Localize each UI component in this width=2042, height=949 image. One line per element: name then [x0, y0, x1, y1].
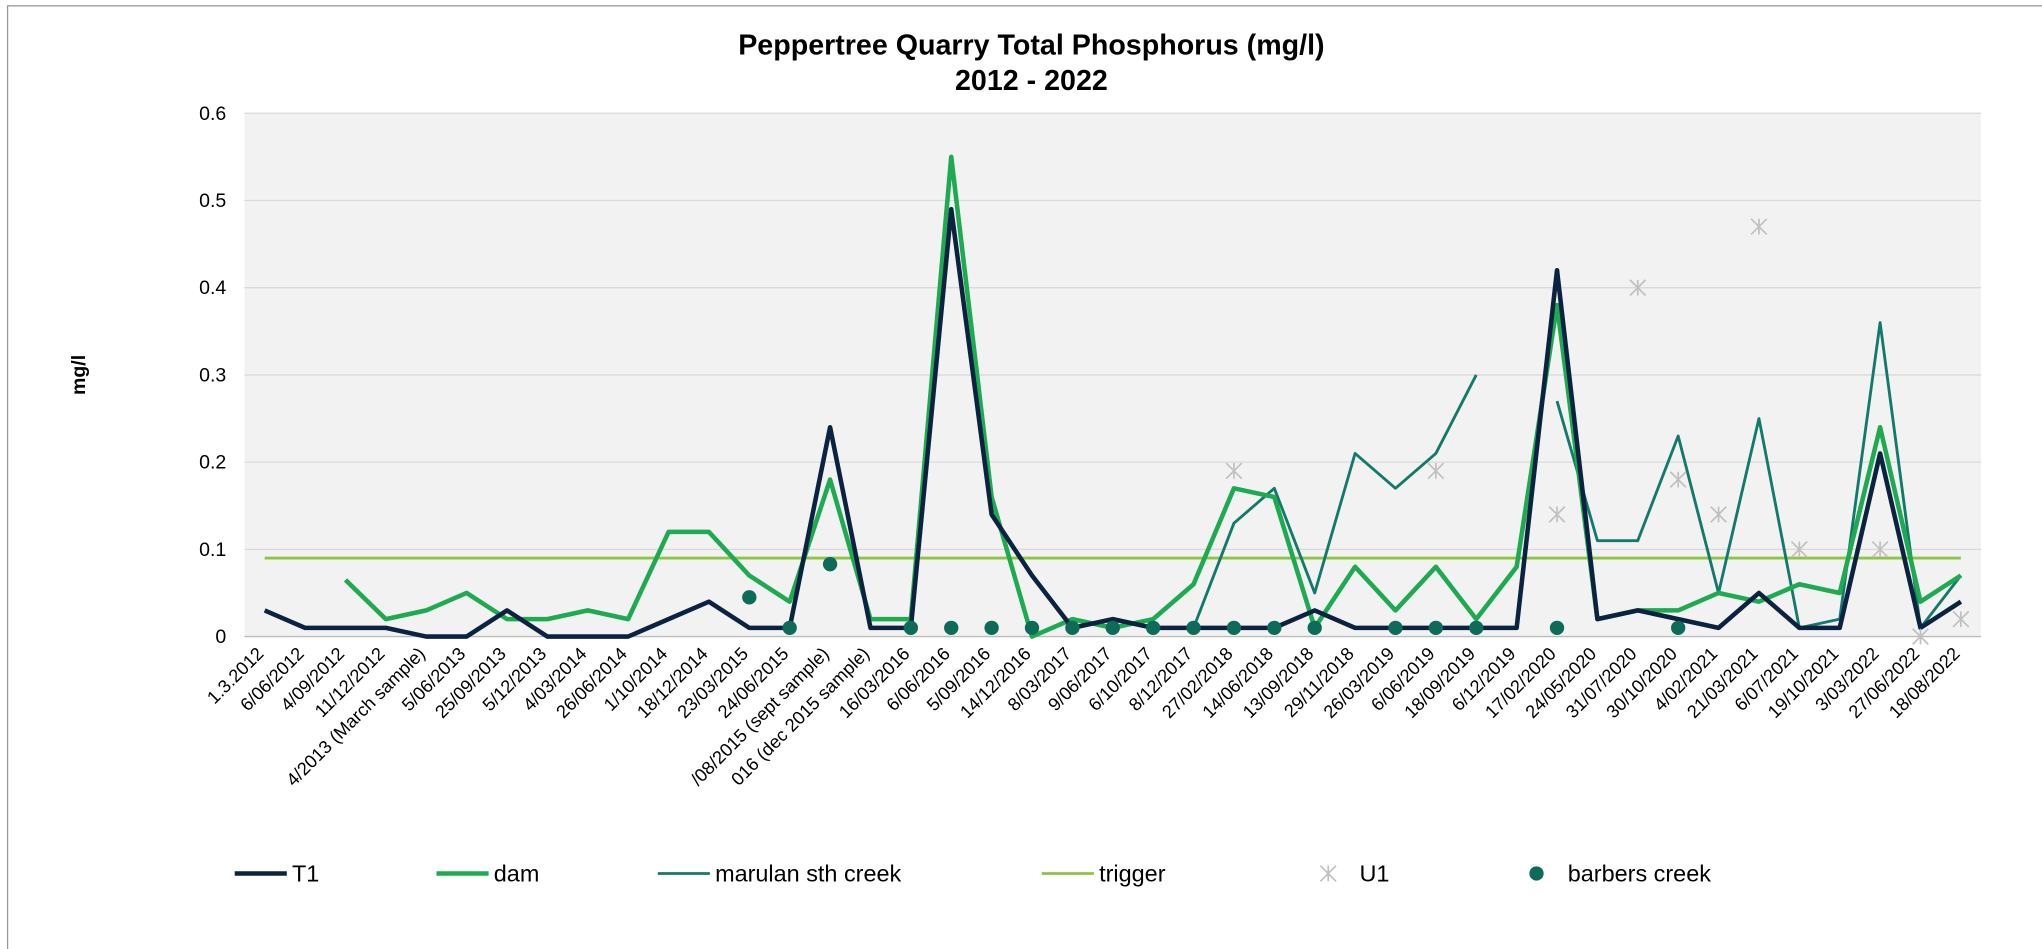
marker [1427, 462, 1445, 480]
legend-label: barbers creek [1568, 860, 1711, 886]
marker [1146, 620, 1161, 636]
marker [782, 620, 797, 636]
marker [1671, 620, 1686, 636]
x-labels: 1.3.20126/06/20124/09/201211/12/20124/20… [203, 643, 1963, 790]
marker [984, 620, 999, 636]
marker [1750, 218, 1768, 236]
marker [822, 557, 838, 572]
chart-subtitle: 2012 - 2022 [955, 65, 1108, 97]
marker [1105, 620, 1120, 636]
marker [1388, 620, 1403, 636]
marker [1912, 628, 1929, 645]
y-tick-label: 0.5 [199, 190, 226, 212]
y-tick-label: 0.1 [199, 539, 226, 561]
marker [1469, 620, 1484, 636]
y-axis-label: mg/l [68, 355, 90, 395]
legend-swatch [1529, 866, 1544, 881]
y-tick-label: 0.2 [199, 452, 226, 474]
series-line [263, 206, 1963, 639]
marker [1710, 506, 1727, 523]
marker [1024, 620, 1040, 636]
marker [1226, 620, 1242, 636]
marker [1790, 540, 1808, 558]
legend-label: marulan sth creek [715, 860, 901, 886]
marker [1428, 620, 1444, 636]
legend-label: dam [494, 860, 540, 886]
marker [1186, 620, 1201, 636]
marker [1871, 540, 1889, 558]
legend-label: T1 [292, 860, 319, 886]
marker [1267, 620, 1282, 636]
marker [903, 620, 919, 636]
marker [1225, 462, 1243, 480]
y-tick-label: 0.6 [199, 103, 226, 125]
series-line [1192, 321, 1963, 630]
series-line [343, 154, 1963, 639]
marker [1549, 620, 1565, 636]
legend-label: U1 [1359, 860, 1389, 886]
marker [1307, 620, 1322, 636]
marker [944, 620, 959, 636]
marker [1629, 279, 1647, 297]
legend-label: trigger [1099, 860, 1166, 886]
chart-border [6, 5, 2042, 949]
marker [1065, 620, 1080, 636]
marker [1548, 506, 1566, 523]
chart-title: Peppertree Quarry Total Phosphorus (mg/l… [738, 30, 1324, 62]
y-tick-label: 0.4 [199, 277, 226, 299]
legend-swatch [1319, 865, 1337, 882]
y-tick-label: 0 [215, 626, 226, 648]
marker [1669, 471, 1687, 488]
marker [742, 590, 757, 605]
y-tick-label: 0.3 [199, 364, 226, 386]
marker [1952, 610, 1970, 628]
